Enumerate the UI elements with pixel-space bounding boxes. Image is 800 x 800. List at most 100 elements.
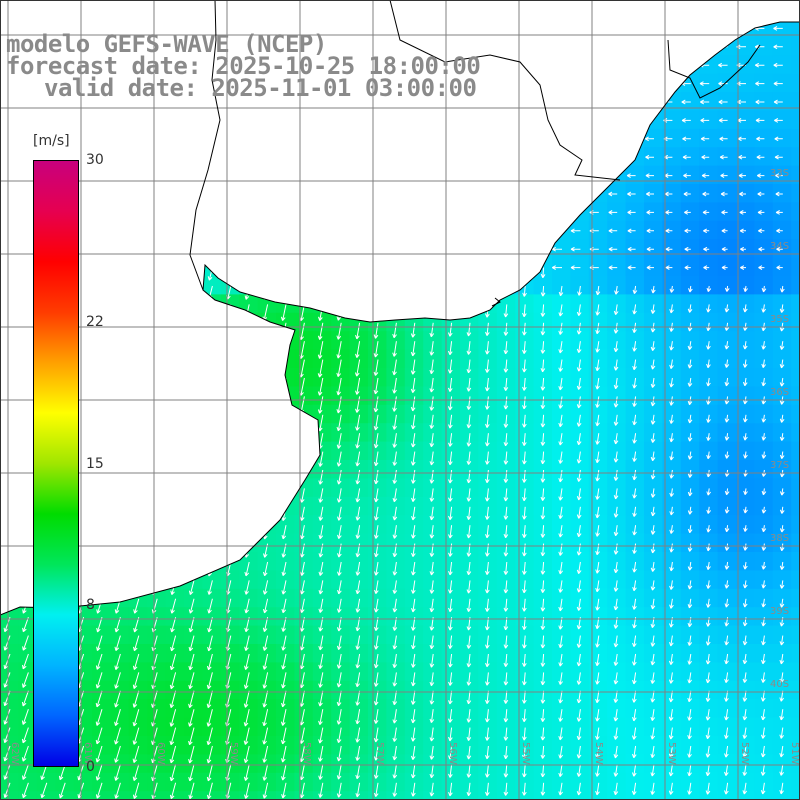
wind-speed-cell <box>386 699 406 719</box>
wind-speed-cell <box>644 496 663 516</box>
wind-speed-cell <box>386 680 406 700</box>
latitude-label: 36S <box>770 387 789 398</box>
wind-speed-cell <box>257 552 277 571</box>
wind-arrow <box>466 359 472 374</box>
wind-arrow <box>448 561 453 576</box>
wind-speed-cell <box>699 276 719 295</box>
wind-speed-cell <box>294 349 314 369</box>
wind-arrow <box>699 81 710 86</box>
wind-arrow <box>540 764 546 778</box>
wind-arrow <box>522 764 527 778</box>
wind-arrow <box>761 506 767 514</box>
wind-arrow <box>318 709 324 726</box>
wind-speed-cell <box>533 736 553 755</box>
wind-speed-cell <box>423 625 443 645</box>
wind-speed-cell <box>570 533 590 553</box>
wind-speed-cell <box>625 607 645 627</box>
wind-speed-cell <box>404 791 424 800</box>
wind-speed-cell <box>736 496 755 516</box>
wind-speed-cell <box>294 312 314 332</box>
wind-arrow <box>668 745 674 758</box>
wind-speed-cell <box>349 680 369 700</box>
wind-speed-cell <box>662 570 682 590</box>
wind-arrow <box>613 764 619 777</box>
colorbar-tick-label: 15 <box>86 455 104 472</box>
wind-speed-cell <box>184 644 203 663</box>
wind-speed-cell <box>662 460 682 479</box>
wind-arrow <box>485 580 490 594</box>
wind-speed-cell <box>717 294 737 314</box>
wind-speed-cell <box>699 460 719 479</box>
wind-arrow <box>132 690 140 708</box>
wind-arrow <box>570 228 581 234</box>
wind-arrow <box>632 506 637 517</box>
wind-speed-cell <box>92 644 111 663</box>
wind-arrow <box>410 377 416 393</box>
wind-speed-cell <box>717 662 737 682</box>
wind-speed-cell <box>717 110 737 130</box>
wind-arrow <box>632 525 637 536</box>
wind-arrow <box>687 451 693 460</box>
wind-speed-cell <box>386 772 406 792</box>
wind-arrow <box>595 396 600 408</box>
wind-speed-cell <box>552 478 571 498</box>
wind-speed-cell <box>386 736 406 755</box>
wind-speed-cell <box>717 533 737 553</box>
wind-arrow <box>485 635 490 649</box>
wind-speed-cell <box>772 110 792 130</box>
wind-arrow <box>613 580 619 592</box>
wind-arrow <box>613 672 619 685</box>
wind-arrow <box>503 469 509 483</box>
latitude-label: 37S <box>770 460 789 471</box>
wind-arrow <box>558 359 563 372</box>
wind-arrow <box>503 782 509 796</box>
wind-speed-cell <box>552 607 571 627</box>
wind-arrow <box>576 451 582 464</box>
wind-arrow <box>448 745 453 760</box>
wind-speed-cell <box>588 588 608 608</box>
wind-speed-cell <box>552 570 571 590</box>
wind-speed-cell <box>791 588 800 608</box>
wind-speed-cell <box>312 736 332 755</box>
wind-speed-cell <box>165 791 185 800</box>
wind-arrow <box>485 672 490 686</box>
wind-arrow <box>721 210 728 215</box>
wind-arrow <box>665 246 673 252</box>
wind-arrow <box>336 469 342 485</box>
wind-speed-cell <box>644 662 663 682</box>
wind-speed-cell <box>276 515 295 535</box>
wind-arrow <box>3 764 11 780</box>
wind-arrow <box>206 727 213 746</box>
wind-arrow <box>299 617 305 632</box>
wind-arrow <box>503 580 509 594</box>
wind-arrow <box>724 709 729 721</box>
wind-arrow <box>705 782 711 795</box>
wind-speed-cell <box>202 791 222 800</box>
wind-arrow <box>558 580 563 593</box>
wind-arrow <box>318 690 324 707</box>
wind-speed-cell <box>496 791 516 800</box>
wind-arrow <box>687 359 693 369</box>
wind-arrow <box>522 690 527 704</box>
wind-speed-cell <box>588 276 608 295</box>
wind-arrow <box>687 690 692 703</box>
wind-arrow <box>576 377 582 390</box>
wind-arrow <box>188 745 195 764</box>
wind-arrow <box>392 341 397 357</box>
wind-arrow <box>558 433 563 446</box>
wind-speed-cell <box>736 110 755 130</box>
wind-arrow <box>429 322 435 338</box>
wind-arrow <box>429 635 435 650</box>
wind-speed-cell <box>533 478 553 498</box>
wind-arrow <box>703 228 710 234</box>
wind-arrow <box>114 617 121 633</box>
wind-arrow <box>466 580 472 594</box>
wind-speed-cell <box>754 496 774 516</box>
wind-arrow <box>21 709 29 725</box>
wind-arrow <box>687 377 693 387</box>
wind-speed-cell <box>662 772 682 792</box>
wind-speed-cell <box>220 607 240 627</box>
wind-speed-cell <box>312 368 332 387</box>
wind-speed-cell <box>533 607 553 627</box>
wind-speed-cell <box>680 276 700 295</box>
